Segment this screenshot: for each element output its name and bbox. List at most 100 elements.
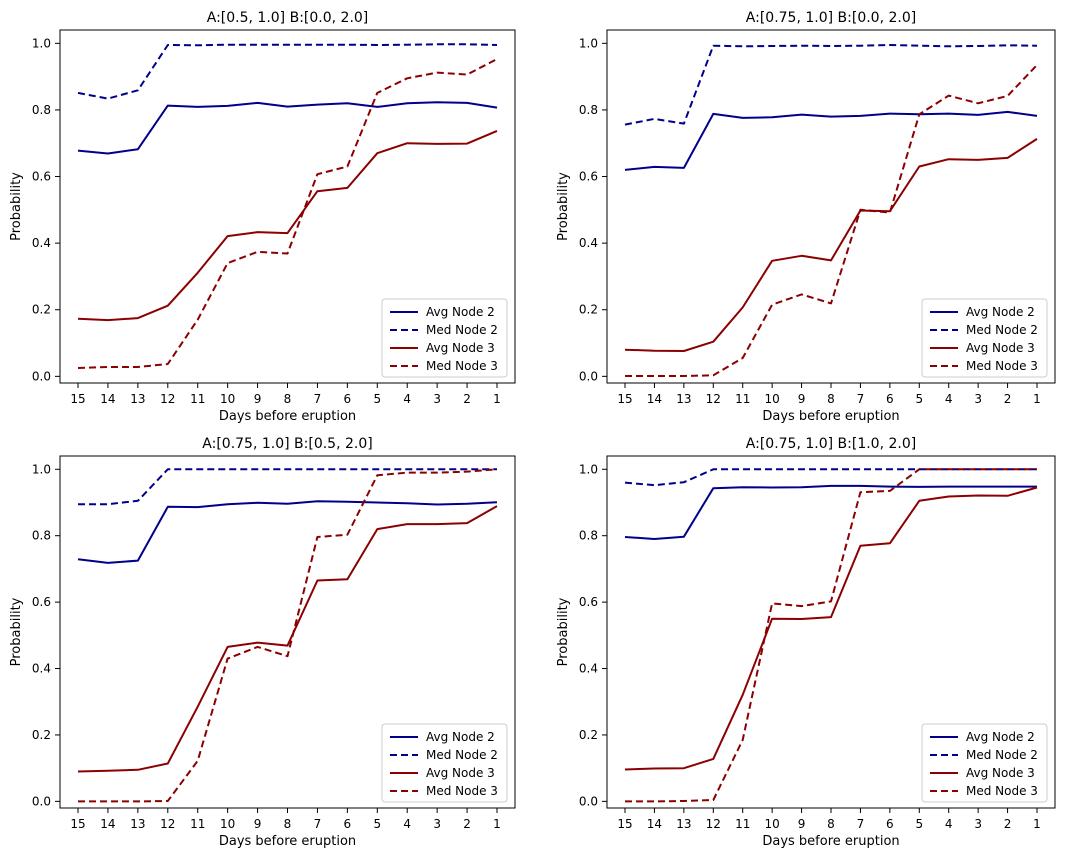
x-tick-label: 14 [100, 817, 115, 831]
x-tick-label: 14 [647, 817, 662, 831]
y-tick-label: 0.4 [579, 662, 598, 676]
series-line-med-node-2 [624, 468, 1037, 487]
x-axis-label: Days before eruption [219, 834, 356, 849]
x-tick-label: 12 [160, 392, 175, 406]
y-tick-label: 0.8 [32, 529, 51, 543]
x-tick-label: 4 [945, 392, 953, 406]
legend: Avg Node 2 Med Node 2 Avg Node 3 Med Node 3 [381, 298, 508, 378]
y-tick-label: 0.0 [32, 369, 51, 383]
y-tick-label: 0.6 [579, 595, 598, 609]
y-tick-label: 0.8 [579, 529, 598, 543]
legend-label: Med Node 3 [426, 359, 498, 373]
subplot-3: A:[0.75, 1.0] B:[0.5, 2.0]15 14 13 12 11 10 9 8… [9, 436, 516, 849]
x-tick-label: 10 [220, 392, 235, 406]
x-tick-label: 12 [706, 817, 721, 831]
legend-label: Avg Node 2 [426, 730, 495, 744]
series-line-med-node-3 [77, 58, 498, 369]
legend-box [921, 298, 1048, 378]
x-tick-label: 6 [344, 817, 352, 831]
y-tick-label: 0.6 [579, 170, 598, 184]
y-tick-label: 0.2 [579, 728, 598, 742]
y-axis-label: Probability [9, 172, 24, 241]
chart-title: A:[0.75, 1.0] B:[1.0, 2.0] [746, 436, 916, 452]
legend-box [381, 723, 508, 803]
x-tick-label: 11 [735, 392, 750, 406]
y-tick-label: 0.0 [32, 794, 51, 808]
x-axis-label: Days before eruption [219, 409, 356, 424]
x-tick-label: 15 [617, 392, 632, 406]
y-tick-label: 1.0 [579, 462, 598, 476]
legend-box [381, 298, 508, 378]
y-axis-label: Probability [556, 172, 571, 241]
series-line-avg-node-3 [77, 505, 498, 773]
x-tick-label: 7 [314, 392, 322, 406]
x-tick-label: 4 [403, 817, 411, 831]
y-axis-label: Probability [9, 597, 24, 666]
y-tick-label: 0.0 [579, 794, 598, 808]
legend-label: Med Node 2 [426, 323, 498, 337]
y-tick-label: 1.0 [579, 36, 598, 50]
series-line-med-node-2 [78, 468, 497, 506]
x-tick-label: 1 [1033, 817, 1041, 831]
legend-label: Med Node 3 [966, 359, 1038, 373]
x-tick-label: 14 [100, 392, 115, 406]
x-tick-label: 4 [403, 392, 411, 406]
x-tick-label: 12 [160, 817, 175, 831]
x-tick-label: 6 [886, 817, 894, 831]
x-tick-label: 13 [130, 817, 145, 831]
x-tick-label: 11 [190, 817, 205, 831]
series-line-avg-node-2 [624, 110, 1038, 171]
x-tick-label: 1 [1033, 392, 1041, 406]
series-line-med-node-2 [624, 44, 1038, 126]
legend-label: Med Node 3 [426, 784, 498, 798]
x-tick-label: 2 [463, 392, 471, 406]
x-tick-label: 1 [493, 817, 501, 831]
legend: Avg Node 2 Med Node 2 Avg Node 3 Med Node 3 [921, 298, 1048, 378]
x-tick-label: 6 [344, 392, 352, 406]
x-tick-label: 8 [284, 392, 292, 406]
legend-label: Avg Node 2 [966, 305, 1035, 319]
y-tick-label: 0.4 [579, 236, 598, 250]
x-tick-label: 8 [284, 817, 292, 831]
x-tick-label: 1 [493, 392, 501, 406]
x-tick-label: 2 [463, 817, 471, 831]
x-tick-label: 5 [373, 817, 381, 831]
x-tick-label: 5 [915, 392, 923, 406]
x-tick-label: 13 [130, 392, 145, 406]
x-tick-label: 9 [254, 817, 262, 831]
x-tick-label: 15 [617, 817, 632, 831]
subplot-4: A:[0.75, 1.0] B:[1.0, 2.0]15 14 13 12 11 10 9 8… [556, 436, 1056, 849]
x-tick-label: 8 [827, 392, 835, 406]
series-line-avg-node-2 [624, 484, 1037, 540]
x-tick-label: 9 [798, 817, 806, 831]
chart-title: A:[0.75, 1.0] B:[0.5, 2.0] [202, 436, 372, 452]
y-tick-label: 0.8 [32, 103, 51, 117]
x-tick-label: 11 [735, 817, 750, 831]
y-tick-label: 0.6 [32, 595, 51, 609]
legend-box [921, 723, 1048, 803]
legend-label: Avg Node 3 [966, 766, 1035, 780]
x-tick-label: 10 [765, 392, 780, 406]
legend-label: Avg Node 3 [426, 341, 495, 355]
legend-label: Avg Node 3 [426, 766, 495, 780]
series-line-avg-node-3 [77, 129, 498, 322]
x-tick-label: 7 [314, 817, 322, 831]
x-tick-label: 9 [254, 392, 262, 406]
legend-label: Avg Node 2 [966, 730, 1035, 744]
subplot-2: A:[0.75, 1.0] B:[0.0, 2.0]15 14 13 12 11 10 9 8… [556, 10, 1056, 424]
legend-label: Med Node 2 [426, 748, 498, 762]
series-line-med-node-3 [625, 64, 1038, 377]
y-tick-label: 1.0 [32, 36, 51, 50]
x-tick-label: 13 [676, 817, 691, 831]
series-line-avg-node-3 [624, 486, 1038, 771]
x-axis-label: Days before eruption [762, 409, 899, 424]
chart-title: A:[0.75, 1.0] B:[0.0, 2.0] [746, 10, 916, 26]
x-tick-label: 2 [1004, 392, 1012, 406]
legend: Avg Node 2 Med Node 2 Avg Node 3 Med Node 3 [381, 723, 508, 803]
x-tick-label: 4 [945, 817, 953, 831]
x-tick-label: 13 [676, 392, 691, 406]
y-tick-label: 0.4 [32, 662, 51, 676]
x-tick-label: 10 [765, 817, 780, 831]
chart-title: A:[0.5, 1.0] B:[0.0, 2.0] [207, 10, 369, 26]
series-line-avg-node-2 [77, 500, 498, 564]
